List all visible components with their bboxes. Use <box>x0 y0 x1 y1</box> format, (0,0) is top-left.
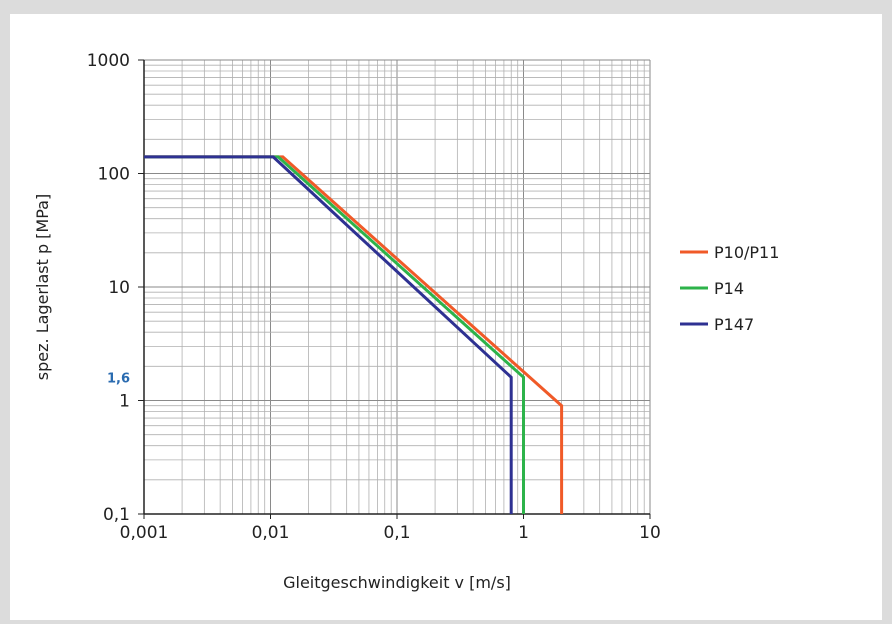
x-tick-label: 10 <box>639 523 661 543</box>
y-tick-label: 1 <box>119 392 130 412</box>
tick-labels: 0,001 0,01 0,1 1 10 0,1 1 10 100 1000 <box>87 51 661 543</box>
legend-label: P10/P11 <box>714 243 779 262</box>
y-tick-label: 0,1 <box>103 505 130 525</box>
legend-label: P14 <box>714 279 744 298</box>
x-axis-title: Gleitgeschwindigkeit v [m/s] <box>283 573 511 592</box>
annotations: 1,6 <box>107 371 130 386</box>
x-tick-label: 0,01 <box>252 523 290 543</box>
series-lines <box>144 155 564 514</box>
series-line-p10-p11 <box>144 155 564 514</box>
y-tick-label: 100 <box>98 165 130 185</box>
annotation-label: 1,6 <box>107 371 130 386</box>
x-tick-label: 0,001 <box>120 523 169 543</box>
y-axis-title: spez. Lagerlast p [MPa] <box>33 194 52 380</box>
series-line-p147 <box>144 155 513 514</box>
y-tick-label: 1000 <box>87 51 130 71</box>
grid <box>143 59 651 515</box>
legend-label: P147 <box>714 315 754 334</box>
y-tick-label: 10 <box>108 278 130 298</box>
legend: P10/P11 P14 P147 <box>680 243 779 334</box>
x-tick-label: 1 <box>518 523 529 543</box>
x-tick-label: 0,1 <box>383 523 410 543</box>
